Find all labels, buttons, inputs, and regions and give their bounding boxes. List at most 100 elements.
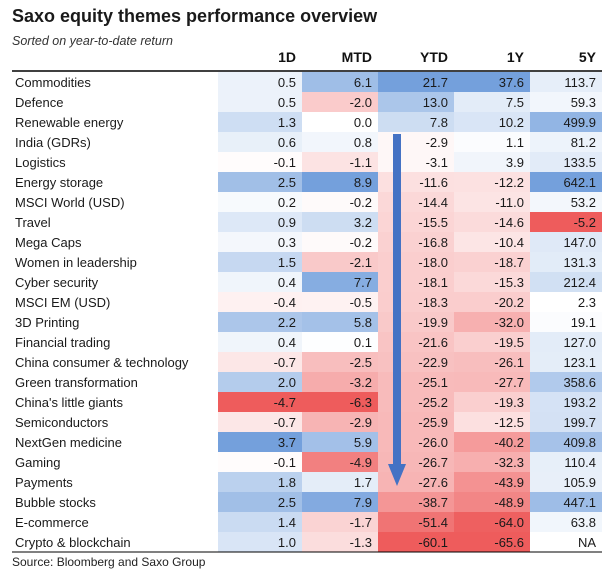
heat-cell	[218, 512, 302, 532]
cell-value: -1.3	[350, 535, 372, 550]
cell-value: -4.7	[274, 395, 296, 410]
cell-value: 53.2	[571, 195, 596, 210]
cell-value: -3.1	[426, 155, 448, 170]
cell-value: 21.7	[423, 75, 448, 90]
cell-value: 2.2	[278, 315, 296, 330]
heat-cell	[302, 172, 378, 192]
cell-value: -0.4	[274, 295, 296, 310]
heat-cell	[454, 412, 530, 432]
cell-value: 7.7	[354, 275, 372, 290]
cell-value: 133.5	[563, 155, 596, 170]
heat-cell	[530, 292, 602, 312]
heat-cell	[454, 172, 530, 192]
row-label: NextGen medicine	[15, 435, 122, 450]
heat-cell	[378, 512, 454, 532]
cell-value: -3.2	[350, 375, 372, 390]
heat-cell	[302, 252, 378, 272]
heat-cell	[302, 512, 378, 532]
cell-value: -22.9	[418, 355, 448, 370]
row-label: MSCI EM (USD)	[15, 295, 110, 310]
heat-cell	[218, 432, 302, 452]
cell-value: 1.8	[278, 475, 296, 490]
heat-cell	[378, 92, 454, 112]
row-label: MSCI World (USD)	[15, 195, 125, 210]
heat-cell	[530, 312, 602, 332]
heat-cell	[530, 172, 602, 192]
heat-cell	[218, 292, 302, 312]
heat-cell	[530, 432, 602, 452]
cell-value: 37.6	[499, 75, 524, 90]
heat-cell	[530, 132, 602, 152]
cell-value: 0.4	[278, 275, 296, 290]
cell-value: 0.0	[354, 115, 372, 130]
cell-value: -0.7	[274, 355, 296, 370]
heat-cell	[454, 532, 530, 552]
cell-value: -27.7	[494, 375, 524, 390]
cell-value: 409.8	[563, 435, 596, 450]
heat-cell	[218, 532, 302, 552]
heat-cell	[218, 272, 302, 292]
cell-value: 1.1	[506, 135, 524, 150]
column-header: 1Y	[507, 49, 525, 65]
cell-value: 7.5	[506, 95, 524, 110]
cell-value: 0.4	[278, 335, 296, 350]
cell-value: 0.2	[278, 195, 296, 210]
heat-cell	[454, 492, 530, 512]
heat-cell	[454, 132, 530, 152]
cell-value: -14.4	[418, 195, 448, 210]
heat-cell	[454, 312, 530, 332]
cell-value: 2.3	[578, 295, 596, 310]
heat-cell	[302, 292, 378, 312]
cell-value: 63.8	[571, 515, 596, 530]
cell-value: -32.0	[494, 315, 524, 330]
cell-value: -1.1	[350, 155, 372, 170]
cell-value: -2.9	[426, 135, 448, 150]
row-label: Energy storage	[15, 175, 103, 190]
cell-value: 499.9	[563, 115, 596, 130]
heat-cell	[454, 192, 530, 212]
cell-value: 1.7	[354, 475, 372, 490]
heat-cell	[454, 72, 530, 92]
cell-value: 3.7	[278, 435, 296, 450]
cell-value: -18.7	[494, 255, 524, 270]
heat-cell	[218, 332, 302, 352]
heat-cell	[530, 392, 602, 412]
cell-value: -25.9	[418, 415, 448, 430]
cell-value: -0.1	[274, 455, 296, 470]
heat-cell	[530, 452, 602, 472]
heat-cell	[302, 112, 378, 132]
cell-value: -18.1	[418, 275, 448, 290]
heat-cell	[530, 472, 602, 492]
heat-cell	[454, 432, 530, 452]
cell-value: 123.1	[563, 355, 596, 370]
chart-subtitle: Sorted on year-to-date return	[12, 34, 173, 48]
cell-value: -19.9	[418, 315, 448, 330]
cell-value: 199.7	[563, 415, 596, 430]
cell-value: -65.6	[494, 535, 524, 550]
heat-cell	[302, 132, 378, 152]
heat-cell	[302, 432, 378, 452]
column-header: 1D	[278, 49, 296, 65]
heat-cell	[454, 392, 530, 412]
heat-cell	[378, 532, 454, 552]
heat-cell	[454, 372, 530, 392]
row-label: Cyber security	[15, 275, 99, 290]
heat-cell	[530, 232, 602, 252]
heat-cell	[454, 112, 530, 132]
cell-value: -0.5	[350, 295, 372, 310]
heat-cell	[302, 272, 378, 292]
cell-value: -2.5	[350, 355, 372, 370]
cell-value: -18.3	[418, 295, 448, 310]
heat-cell	[530, 352, 602, 372]
cell-value: -0.2	[350, 235, 372, 250]
row-label: Women in leadership	[15, 255, 137, 270]
row-label: Travel	[15, 215, 51, 230]
cell-value: 81.2	[571, 135, 596, 150]
cell-value: 0.5	[278, 75, 296, 90]
column-header: YTD	[420, 49, 448, 65]
cell-value: 0.1	[354, 335, 372, 350]
heat-cell	[454, 452, 530, 472]
heat-cell	[454, 352, 530, 372]
heat-cell	[218, 232, 302, 252]
